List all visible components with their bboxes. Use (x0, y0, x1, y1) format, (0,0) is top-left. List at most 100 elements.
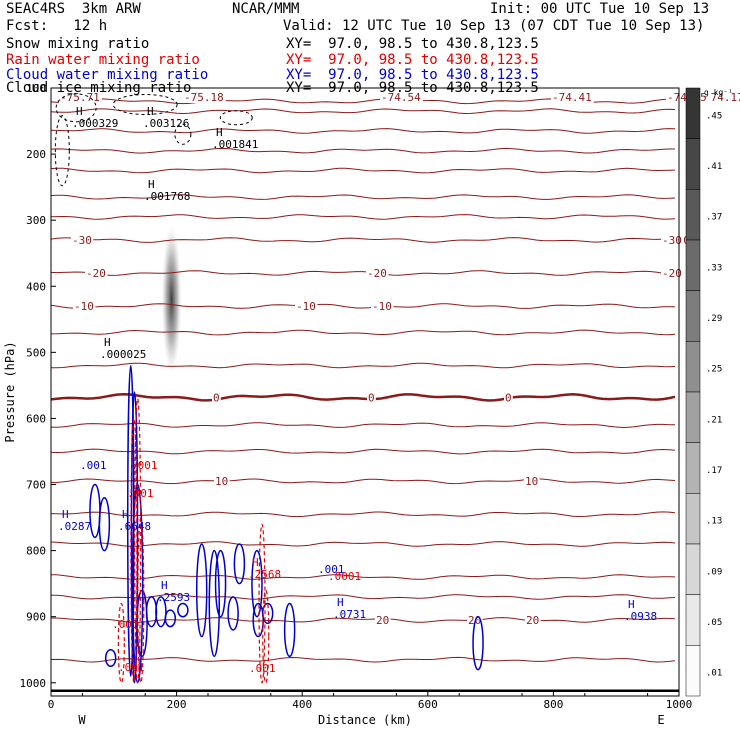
cloud-water-maximum-value: .0287 (58, 520, 91, 533)
rain-water-maximum-value: .001 (127, 487, 154, 500)
colorbar-swatch (685, 341, 701, 393)
isotherm-line (50, 194, 676, 200)
org-name: NCAR/MMM (232, 1, 300, 17)
cloud-water-contour (104, 648, 117, 668)
isotherm-line (50, 270, 676, 276)
colorbar-label: .37 (706, 213, 722, 223)
cloud-water-contour (89, 483, 101, 539)
isotherm-label: -75.71 (60, 91, 100, 104)
isotherm-label-bg (183, 92, 226, 103)
isotherm-label: 10 (525, 475, 538, 488)
isotherm-label: 20 (376, 614, 389, 627)
field-cloudwater-xy: XY= 97.0, 98.5 to 430.8,123.5 (286, 67, 539, 83)
y-tick-label: 100 (26, 82, 46, 95)
isotherm-line (50, 237, 676, 243)
y-tick-label: 400 (26, 280, 46, 293)
rain-water-maximum-value: .2568 (248, 568, 281, 581)
y-tick-label: 700 (26, 479, 46, 492)
isotherm-label-bg (380, 92, 423, 103)
snow-maximum-marker: H (216, 126, 223, 139)
y-tick-label: 200 (26, 148, 46, 161)
isotherm-line (50, 147, 675, 154)
isotherm-label-bg (504, 392, 513, 404)
forecast-hour: Fcst: 12 h (6, 18, 108, 34)
isotherm-label-bg (551, 92, 594, 103)
isotherm-line (50, 478, 676, 485)
colorbar-swatch (685, 645, 701, 697)
colorbar-label: .21 (706, 415, 722, 425)
isotherm-label: -30 (662, 234, 682, 247)
isotherm-label-bg (212, 392, 221, 404)
snow-contour (112, 94, 178, 116)
isotherm-label: -20 (662, 267, 682, 280)
isotherm-line (50, 167, 676, 174)
x-tick-label: 600 (418, 698, 438, 711)
rain-water-maximum-value: .001 (112, 618, 139, 631)
field-cloudwater-name: Cloud water mixing ratio (6, 67, 209, 83)
isotherm-label-bg (71, 235, 94, 246)
isotherm-label-bg (366, 268, 389, 280)
isotherm-line (50, 303, 676, 309)
x-tick-label: 200 (167, 698, 187, 711)
y-tick-label: 600 (26, 412, 46, 425)
y-tick-label: 500 (26, 346, 46, 359)
snow-maximum-value: .003126 (143, 117, 189, 130)
colorbar-label: .17 (706, 466, 722, 476)
colorbar-label: .45 (706, 111, 722, 121)
isotherm-label: -10 (296, 300, 316, 313)
isotherm-label: -10 (74, 300, 94, 313)
isotherm-label-bg (367, 392, 376, 404)
cloud-water-contour (214, 549, 227, 618)
rain-water-maximum-value: .001 (249, 662, 276, 675)
colorbar-label: .01 (706, 669, 722, 679)
plot-frame (50, 87, 680, 697)
cloud-water-contour (177, 602, 189, 618)
isotherm-label-bg (73, 301, 96, 313)
colorbar-swatch (685, 239, 701, 291)
cloud-water-contour (195, 543, 208, 638)
cloud-water-contour (233, 543, 246, 585)
cloud-water-maximum-value: .2593 (157, 591, 190, 604)
cloud-water-maximum-value: .001 (80, 459, 107, 472)
colorbar-swatch (685, 189, 701, 241)
y-tick-label: 1000 (20, 677, 47, 690)
snow-maximum-value: .000329 (72, 117, 118, 130)
isotherm-label-bg (375, 615, 391, 626)
cloud-water-contour (252, 602, 264, 638)
cloud-water-contour (164, 609, 177, 628)
x-tick-label: 1000 (666, 698, 693, 711)
snow-maximum-value: .001841 (212, 138, 258, 151)
colorbar-swatch (685, 594, 701, 646)
rain-water-maximum-value: .001 (131, 459, 158, 472)
isotherm-label: 0 (368, 391, 375, 404)
rain-water-maximum-value: .0001 (328, 570, 361, 583)
isotherm-line (50, 656, 676, 663)
isotherm-line (50, 329, 676, 336)
cloud-water-maximum-marker: H (122, 508, 129, 521)
isotherm-label-bg (85, 268, 108, 280)
ice-maximum-value: .000025 (100, 348, 146, 361)
isotherm-line (51, 128, 676, 134)
isotherm-label: -74.41 (552, 91, 592, 104)
isotherm-label-bg (661, 268, 684, 280)
rain-water-maximum-marker: H (252, 556, 259, 569)
rain-water-contour (117, 602, 125, 684)
colorbar-swatch (685, 138, 701, 190)
cloud-water-contour (208, 549, 221, 658)
isotherm-line (50, 511, 676, 518)
cloud-water-maximum-value: .6648 (118, 520, 151, 533)
cloud-water-contour (283, 602, 296, 658)
colorbar-swatch (685, 543, 701, 595)
isotherm-line (50, 214, 676, 220)
isotherm-label-bg (214, 476, 230, 488)
snow-maximum-marker: H (76, 105, 83, 118)
model-name: SEAC4RS 3km ARW (6, 1, 141, 17)
west-label: W (78, 713, 86, 727)
cloud-water-contour (145, 596, 158, 628)
rain-water-maximum-value: .001 (118, 661, 145, 674)
isotherm-label-bg (59, 92, 102, 103)
isotherm-line (50, 392, 676, 402)
colorbar-label: .41 (706, 162, 722, 172)
isotherm-label: -74.17 (704, 91, 740, 104)
east-label: E (657, 713, 664, 727)
